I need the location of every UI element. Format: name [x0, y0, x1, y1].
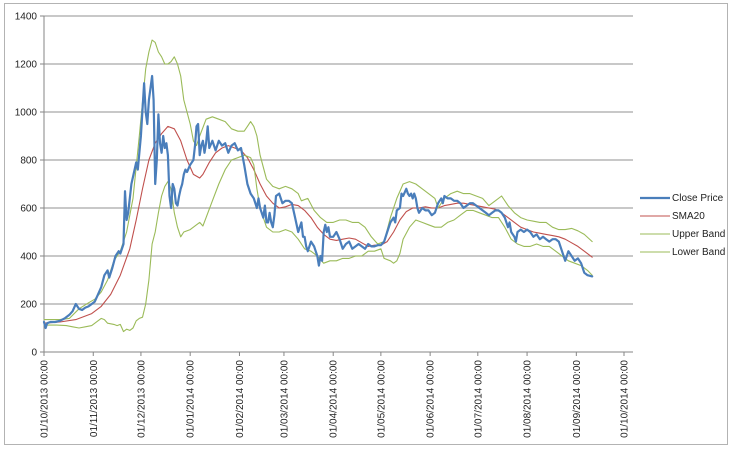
x-tick-label: 01/08/2014 00:00 — [523, 360, 534, 438]
x-tick-label: 01/10/2014 00:00 — [620, 360, 631, 438]
x-tick-label: 01/01/2014 00:00 — [186, 360, 197, 438]
y-tick-label: 400 — [20, 252, 37, 263]
x-tick-label: 01/10/2013 00:00 — [40, 360, 51, 438]
y-tick-label: 1000 — [15, 108, 38, 119]
series-sma20-line — [43, 125, 593, 324]
x-axis-ticks: 01/10/2013 00:00 01/11/2013 00:00 01/12/20… — [40, 352, 631, 438]
x-tick-label: 01/09/2014 00:00 — [572, 360, 583, 438]
legend-label: Upper Band — [672, 229, 725, 240]
legend-label: SMA20 — [672, 211, 705, 222]
series-close-price-line — [42, 74, 594, 330]
x-tick-label: 01/04/2014 00:00 — [329, 360, 340, 438]
legend: Close Price SMA20 Upper Band Lower Band — [640, 193, 725, 258]
gridlines — [44, 15, 633, 305]
x-tick-label: 01/06/2014 00:00 — [426, 360, 437, 438]
legend-item-close-price: Close Price — [640, 193, 724, 204]
x-tick-label: 01/03/2014 00:00 — [279, 360, 290, 438]
x-tick-label: 01/02/2014 00:00 — [235, 360, 246, 438]
legend-item-sma20: SMA20 — [640, 211, 705, 222]
x-tick-label: 01/11/2013 00:00 — [89, 360, 100, 438]
y-axis-ticks: 0 200 400 600 800 1000 1200 1400 — [15, 12, 44, 359]
series-lines — [42, 39, 594, 333]
series-lower-band-line — [43, 154, 593, 333]
x-tick-label: 01/07/2014 00:00 — [473, 360, 484, 438]
y-tick-label: 1200 — [15, 60, 38, 71]
legend-label: Lower Band — [672, 247, 725, 258]
legend-item-upper-band: Upper Band — [640, 229, 725, 240]
legend-label: Close Price — [672, 193, 724, 204]
y-tick-label: 1400 — [15, 12, 38, 23]
x-tick-label: 01/12/2013 00:00 — [136, 360, 147, 438]
y-tick-label: 800 — [20, 156, 37, 167]
y-tick-label: 0 — [31, 348, 37, 359]
y-tick-label: 200 — [20, 300, 37, 311]
x-tick-label: 01/05/2014 00:00 — [376, 360, 387, 438]
y-tick-label: 600 — [20, 204, 37, 215]
series-upper-band-line — [43, 39, 593, 321]
axes — [43, 16, 633, 353]
legend-item-lower-band: Lower Band — [640, 247, 725, 258]
